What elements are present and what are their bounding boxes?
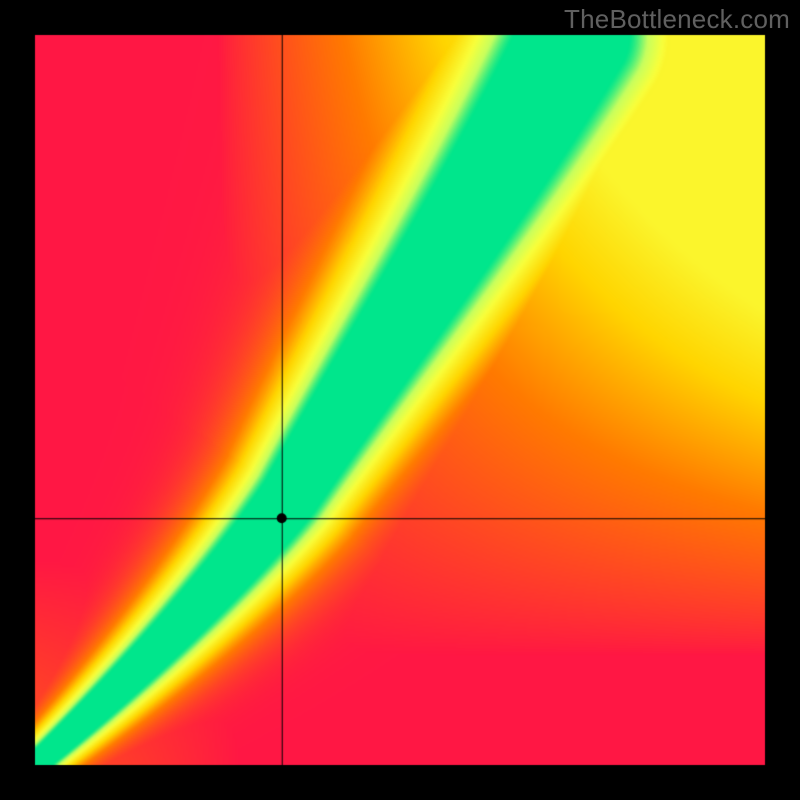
heatmap-canvas (0, 0, 800, 800)
chart-container: TheBottleneck.com (0, 0, 800, 800)
watermark-text: TheBottleneck.com (564, 4, 790, 35)
